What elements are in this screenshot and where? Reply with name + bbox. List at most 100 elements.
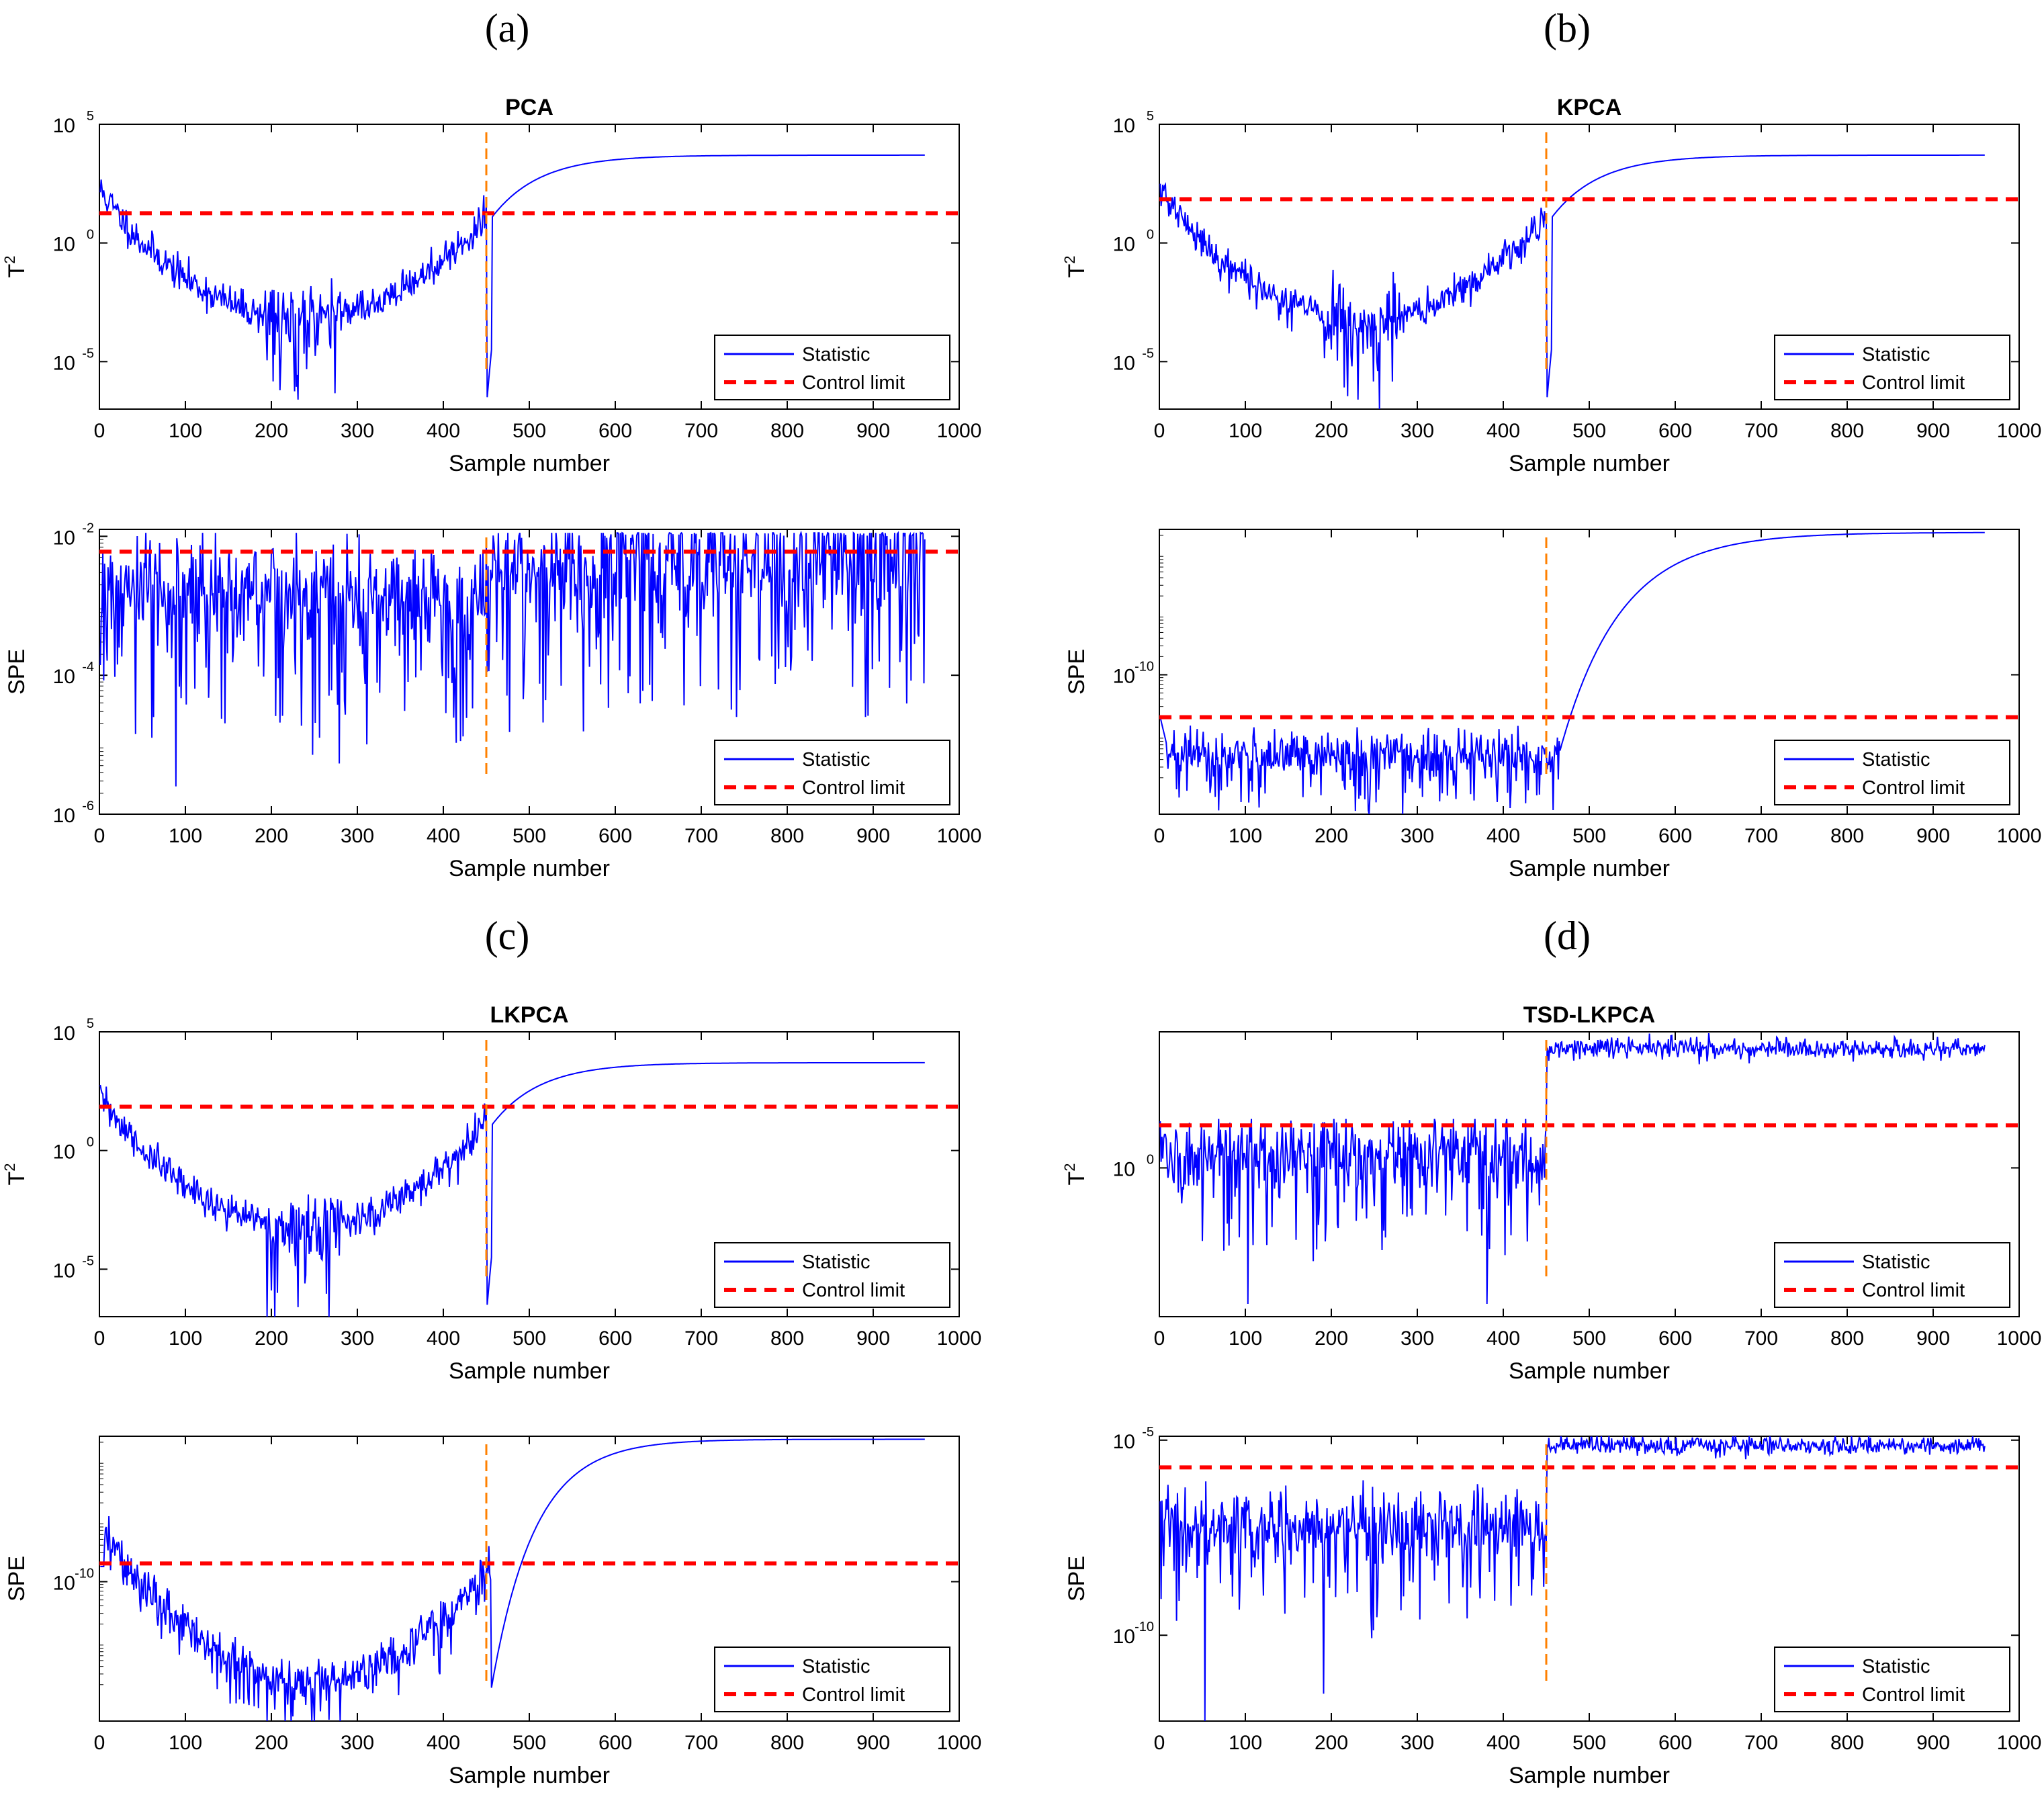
x-tick-label: 600 [1658, 825, 1692, 847]
y-axis-label: SPE [1064, 649, 1090, 695]
y-axis-label-superscript: 2 [1061, 1163, 1078, 1171]
x-tick-label: 100 [169, 825, 202, 847]
x-tick-label: 900 [1916, 420, 1950, 442]
x-tick-label: 900 [856, 825, 890, 847]
y-tick-label: 10 [53, 666, 75, 688]
x-tick-label: 0 [94, 1732, 105, 1754]
x-tick-label: 400 [427, 825, 460, 847]
x-tick-label: 200 [255, 1732, 288, 1754]
x-tick-label: 900 [1916, 1327, 1950, 1350]
x-tick-label: 100 [1229, 420, 1262, 442]
statistic-series [100, 1438, 925, 1721]
x-tick-label: 500 [1572, 420, 1606, 442]
legend-box [714, 740, 950, 805]
x-tick-label: 0 [94, 825, 105, 847]
x-tick-label: 200 [255, 1327, 288, 1350]
x-tick-label: 100 [1229, 1732, 1262, 1754]
x-tick-label: 700 [1744, 1732, 1778, 1754]
x-tick-label: 500 [513, 1732, 546, 1754]
y-axis-label: SPE [4, 1556, 30, 1601]
chart-6: 0 100 200 300 400 500 600 700 800 900 1000 10 -10 Sam… [4, 1436, 981, 1788]
x-tick-label: 200 [1315, 1327, 1348, 1350]
panel-label-c: (c) [485, 914, 530, 958]
x-tick-label: 700 [684, 420, 718, 442]
x-tick-label: 100 [1229, 825, 1262, 847]
legend-label-statistic: Statistic [802, 344, 871, 365]
legend-label-statistic: Statistic [1862, 1252, 1930, 1273]
legend: Statistic Control limit [1774, 335, 2010, 400]
legend-label-control-limit: Control limit [1862, 1280, 1965, 1301]
x-tick-label: 900 [1916, 825, 1950, 847]
x-tick-label: 100 [169, 1732, 202, 1754]
x-tick-label: 800 [770, 1732, 804, 1754]
y-tick-exponent: -5 [82, 346, 94, 361]
statistic-series [1159, 1436, 1986, 1721]
legend-box [714, 335, 950, 400]
x-tick-label: 200 [1315, 420, 1348, 442]
y-tick-exponent: -2 [82, 521, 94, 535]
y-tick-label: 10 [53, 805, 75, 827]
x-tick-label: 100 [169, 420, 202, 442]
legend-label-control-limit: Control limit [802, 372, 905, 394]
legend: Statistic Control limit [1774, 740, 2010, 805]
y-tick-exponent: 0 [87, 1135, 94, 1150]
chart-2: 0 100 200 300 400 500 600 700 800 900 1000 10 -2 10 -4… [4, 521, 981, 881]
x-tick-label: 500 [513, 1327, 546, 1350]
y-tick-exponent: 0 [1147, 228, 1154, 243]
chart-title: KPCA [1557, 95, 1621, 120]
x-tick-label: 1000 [937, 420, 982, 442]
x-tick-label: 1000 [937, 825, 982, 847]
y-tick-exponent: -5 [1142, 346, 1154, 361]
x-tick-label: 800 [1830, 1732, 1864, 1754]
legend-box [714, 1647, 950, 1712]
chart-title: PCA [505, 95, 553, 120]
legend: Statistic Control limit [1774, 1647, 2010, 1712]
y-tick-label: 10 [1113, 115, 1135, 137]
x-tick-label: 0 [1154, 420, 1165, 442]
statistic-series [1159, 531, 1985, 814]
x-tick-label: 800 [1830, 420, 1864, 442]
x-tick-label: 700 [1744, 825, 1778, 847]
legend-label-statistic: Statistic [802, 749, 871, 771]
x-tick-label: 300 [341, 420, 374, 442]
x-tick-label: 200 [255, 825, 288, 847]
statistic-series [99, 154, 925, 400]
x-tick-label: 400 [427, 1327, 460, 1350]
y-axis-label: T2 [1061, 255, 1090, 277]
y-axis-label-superscript: 2 [1, 1163, 18, 1171]
x-tick-label: 300 [341, 825, 374, 847]
y-tick-label: 10 [53, 352, 75, 374]
x-tick-label: 1000 [1997, 420, 2042, 442]
statistic-series [1159, 154, 1985, 409]
x-tick-label: 600 [598, 825, 632, 847]
x-tick-label: 700 [684, 1327, 718, 1350]
x-tick-label: 1000 [937, 1732, 982, 1754]
legend: Statistic Control limit [1774, 1242, 2010, 1308]
x-tick-label: 200 [1315, 1732, 1348, 1754]
y-tick-exponent: -4 [82, 660, 94, 674]
x-tick-label: 600 [1658, 1732, 1692, 1754]
x-tick-label: 500 [513, 825, 546, 847]
x-tick-label: 1000 [1997, 1327, 2042, 1350]
y-axis-label-superscript: 2 [1061, 255, 1078, 263]
x-tick-label: 400 [1486, 1732, 1520, 1754]
x-tick-label: 300 [1401, 420, 1434, 442]
legend-box [1774, 1647, 2010, 1712]
legend: Statistic Control limit [714, 740, 950, 805]
y-tick-exponent: -5 [82, 1254, 94, 1268]
y-tick-label: 10 [1113, 1626, 1135, 1648]
legend-box [1774, 335, 2010, 400]
x-tick-label: 300 [1401, 1732, 1434, 1754]
legend-label-statistic: Statistic [802, 1252, 871, 1273]
x-tick-label: 500 [1572, 825, 1606, 847]
legend-box [1774, 1242, 2010, 1308]
x-tick-label: 500 [513, 420, 546, 442]
y-axis-label: SPE [1064, 1556, 1090, 1601]
x-tick-label: 1000 [1997, 825, 2042, 847]
x-tick-label: 600 [598, 420, 632, 442]
legend-label-control-limit: Control limit [1862, 372, 1965, 394]
